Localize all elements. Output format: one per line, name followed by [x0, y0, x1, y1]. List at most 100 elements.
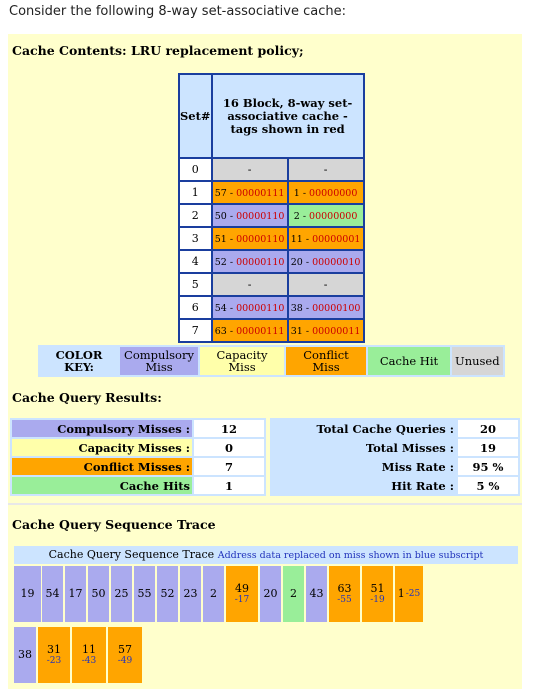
trace-cell: 20	[260, 566, 281, 622]
cache-block: -	[288, 274, 363, 295]
compulsory-label: Compulsory Misses :	[12, 420, 192, 437]
cache-block: -	[212, 159, 287, 180]
block-separator: -	[226, 326, 237, 337]
set-number: 4	[180, 251, 211, 272]
block-tag: 00000111	[236, 188, 285, 199]
hit-rate-label: Hit Rate :	[272, 477, 456, 494]
cache-block: 63 - 00000111	[212, 320, 287, 341]
key-unused: Unused	[452, 347, 503, 375]
trace-address: 54	[45, 587, 60, 600]
results-title: Cache Query Results:	[12, 390, 162, 405]
trace-address: 19	[20, 587, 35, 600]
trace-replaced: -55	[337, 594, 352, 605]
trace-title: Cache Query Sequence Trace	[12, 517, 216, 532]
trace-cell: 43	[306, 566, 327, 622]
miss-rate-label: Miss Rate :	[272, 458, 456, 475]
total-misses-label: Total Misses :	[272, 439, 456, 456]
trace-cell: 2	[203, 566, 224, 622]
cache-block: 20 - 00000010	[288, 251, 363, 272]
trace-address: 63	[337, 581, 352, 595]
trace-address: 31	[47, 642, 61, 656]
cache-block: 2 - 00000000	[288, 205, 363, 226]
set-number: 3	[180, 228, 211, 249]
cache-set-row: 5--	[180, 274, 363, 295]
miss-results-table: Compulsory Misses : 12 Capacity Misses :…	[10, 418, 266, 496]
trace-cell: 11 -43	[72, 627, 106, 683]
block-tag: 00000100	[312, 303, 361, 314]
trace-replaced: -25	[405, 588, 421, 599]
set-number: 5	[180, 274, 211, 295]
block-separator: -	[302, 303, 313, 314]
hits-value: 1	[194, 477, 264, 494]
trace-cell: 38	[14, 627, 36, 683]
cache-block: 54 - 00000110	[212, 297, 287, 318]
trace-cell: 50	[88, 566, 109, 622]
block-separator: -	[302, 326, 313, 337]
color-key: COLOR KEY: Compulsory Miss Capacity Miss…	[38, 345, 505, 377]
trace-address: 55	[137, 587, 152, 600]
cache-block: -	[288, 159, 363, 180]
cache-block: 38 - 00000100	[288, 297, 363, 318]
block-separator: -	[226, 234, 237, 245]
total-misses-value: 19	[458, 439, 518, 456]
cache-set-row: 0--	[180, 159, 363, 180]
trace-cell: 31 -23	[38, 627, 70, 683]
trace-address: 25	[114, 587, 129, 600]
miss-rate-value: 95 %	[458, 458, 518, 475]
block-address: 20	[290, 257, 303, 268]
block-address: 38	[290, 303, 303, 314]
block-address: 11	[290, 234, 303, 245]
header-description: 16 Block, 8-way set-associative cache - …	[212, 75, 363, 157]
trace-address: 50	[91, 587, 106, 600]
block-separator: -	[299, 188, 310, 199]
cache-set-row: 7 63 - 00000111 31 - 00000011	[180, 320, 363, 341]
trace-address: 20	[263, 587, 278, 600]
trace-cell: 25	[111, 566, 132, 622]
block-tag: 00000000	[309, 188, 358, 199]
key-label: COLOR KEY:	[55, 348, 103, 374]
block-tag: 00000001	[312, 234, 361, 245]
trace-cell: 51 -19	[362, 566, 393, 622]
cache-block: 11 - 00000001	[288, 228, 363, 249]
trace-cell: 19	[14, 566, 41, 622]
cache-block: 31 - 00000011	[288, 320, 363, 341]
set-number: 7	[180, 320, 211, 341]
trace-replaced: -43	[81, 655, 97, 666]
trace-address: 23	[183, 587, 198, 600]
trace-address: 57	[118, 642, 132, 656]
trace-replaced: -19	[370, 594, 385, 605]
trace-header-main: Cache Query Sequence Trace	[48, 548, 215, 561]
trace-cell: 54	[42, 566, 63, 622]
block-tag: 00000110	[236, 257, 285, 268]
cache-contents-table: Set# 16 Block, 8-way set-associative cac…	[178, 73, 365, 343]
block-separator: -	[226, 211, 237, 222]
block-address: 63	[214, 326, 227, 337]
header-set: Set#	[180, 75, 211, 157]
trace-address: 51	[370, 581, 385, 595]
section-divider	[8, 503, 522, 505]
trace-replaced: -23	[46, 655, 62, 666]
rate-results-table: Total Cache Queries : 20 Total Misses : …	[270, 418, 520, 496]
trace-header-sub: Address data replaced on miss shown in b…	[217, 550, 484, 561]
total-queries-label: Total Cache Queries :	[272, 420, 456, 437]
trace-cell: 1 -25	[395, 566, 423, 622]
set-number: 2	[180, 205, 211, 226]
trace-header: Cache Query Sequence Trace Address data …	[14, 546, 518, 564]
cache-set-row: 4 52 - 00000110 20 - 00000010	[180, 251, 363, 272]
hit-rate-value: 5 %	[458, 477, 518, 494]
block-address: 31	[290, 326, 303, 337]
block-separator: -	[226, 188, 237, 199]
conflict-label: Conflict Misses :	[12, 458, 192, 475]
capacity-label: Capacity Misses :	[12, 439, 192, 456]
block-address: 52	[214, 257, 227, 268]
trace-cell: 23	[180, 566, 201, 622]
cache-set-row: 2 50 - 00000110 2 - 00000000	[180, 205, 363, 226]
block-tag: 00000111	[236, 326, 285, 337]
cache-block: 51 - 00000110	[212, 228, 287, 249]
block-address: 50	[214, 211, 227, 222]
trace-replaced: -17	[234, 594, 250, 605]
key-conflict: Conflict Miss	[286, 347, 366, 375]
set-number: 6	[180, 297, 211, 318]
block-tag: 00000010	[312, 257, 361, 268]
cache-block: 1 - 00000000	[288, 182, 363, 203]
